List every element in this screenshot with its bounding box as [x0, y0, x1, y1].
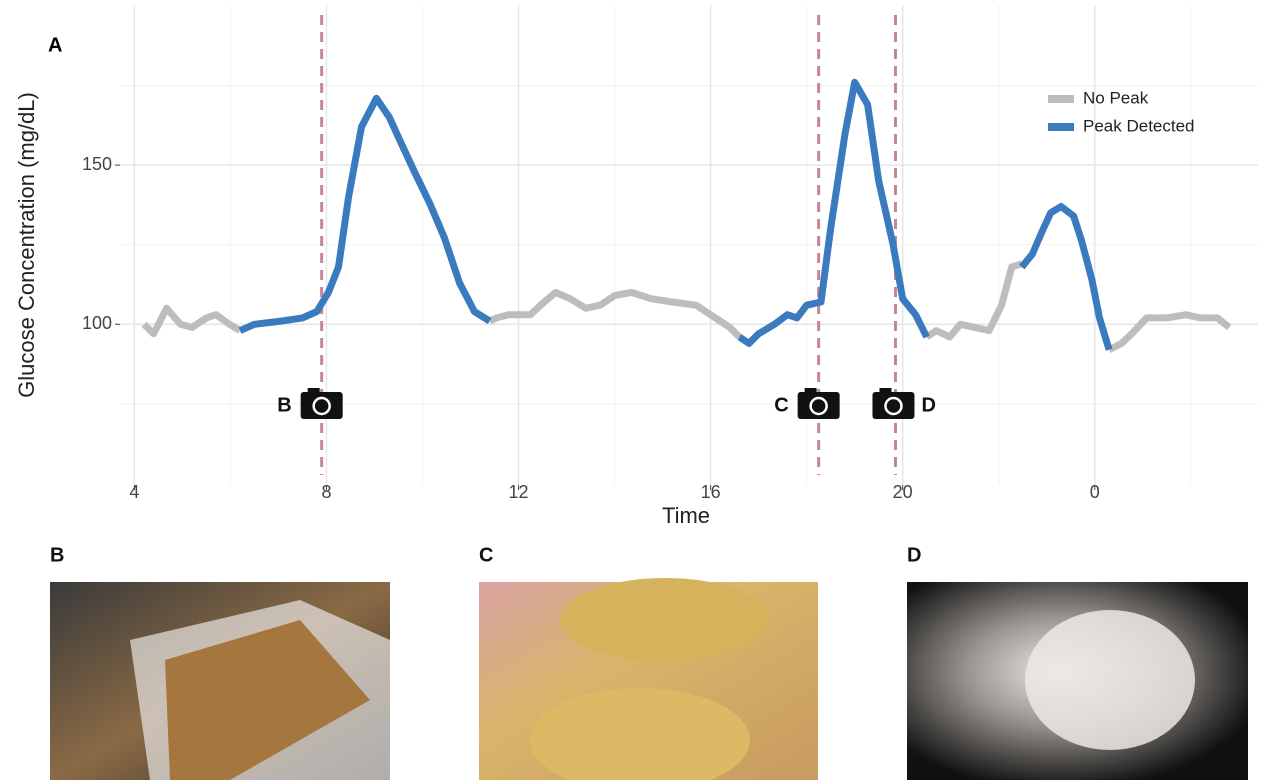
meal-label: C — [774, 394, 788, 416]
camera-icon — [312, 396, 331, 416]
camera-icon — [879, 388, 892, 394]
x-axis-title: Time — [662, 503, 710, 528]
x-tick-label: 20 — [893, 482, 913, 502]
y-axis-title: Glucose Concentration (mg/dL) — [14, 92, 39, 398]
legend-label: Peak Detected — [1083, 116, 1195, 135]
camera-icon — [797, 392, 840, 419]
series-line — [238, 78, 1113, 351]
camera-icon — [300, 392, 343, 419]
series-line — [141, 260, 1232, 353]
camera-icon — [872, 392, 915, 419]
photo-d-detail — [1025, 610, 1195, 750]
meal-label: B — [277, 394, 291, 416]
photo-c-detail — [560, 578, 770, 662]
x-tick-label: 16 — [701, 482, 721, 502]
camera-icon — [884, 396, 903, 416]
meal-label: D — [921, 394, 935, 416]
photo-label: B — [50, 544, 64, 566]
x-tick-label: 8 — [321, 482, 331, 502]
x-tick-label: 0 — [1090, 482, 1100, 502]
camera-icon — [804, 388, 817, 394]
camera-icon — [307, 388, 320, 394]
legend-label: No Peak — [1083, 88, 1149, 107]
photo-label: D — [907, 544, 921, 566]
panel-label: A — [48, 34, 62, 56]
y-tick-label: 100 — [82, 313, 112, 333]
photo-c-detail — [530, 688, 750, 780]
photo-b-detail — [165, 620, 370, 780]
photo-panels — [50, 578, 1248, 780]
x-tick-label: 12 — [509, 482, 529, 502]
photo-label: C — [479, 544, 493, 566]
camera-icon — [809, 396, 828, 416]
x-tick-label: 4 — [129, 482, 139, 502]
y-tick-label: 150 — [82, 154, 112, 174]
